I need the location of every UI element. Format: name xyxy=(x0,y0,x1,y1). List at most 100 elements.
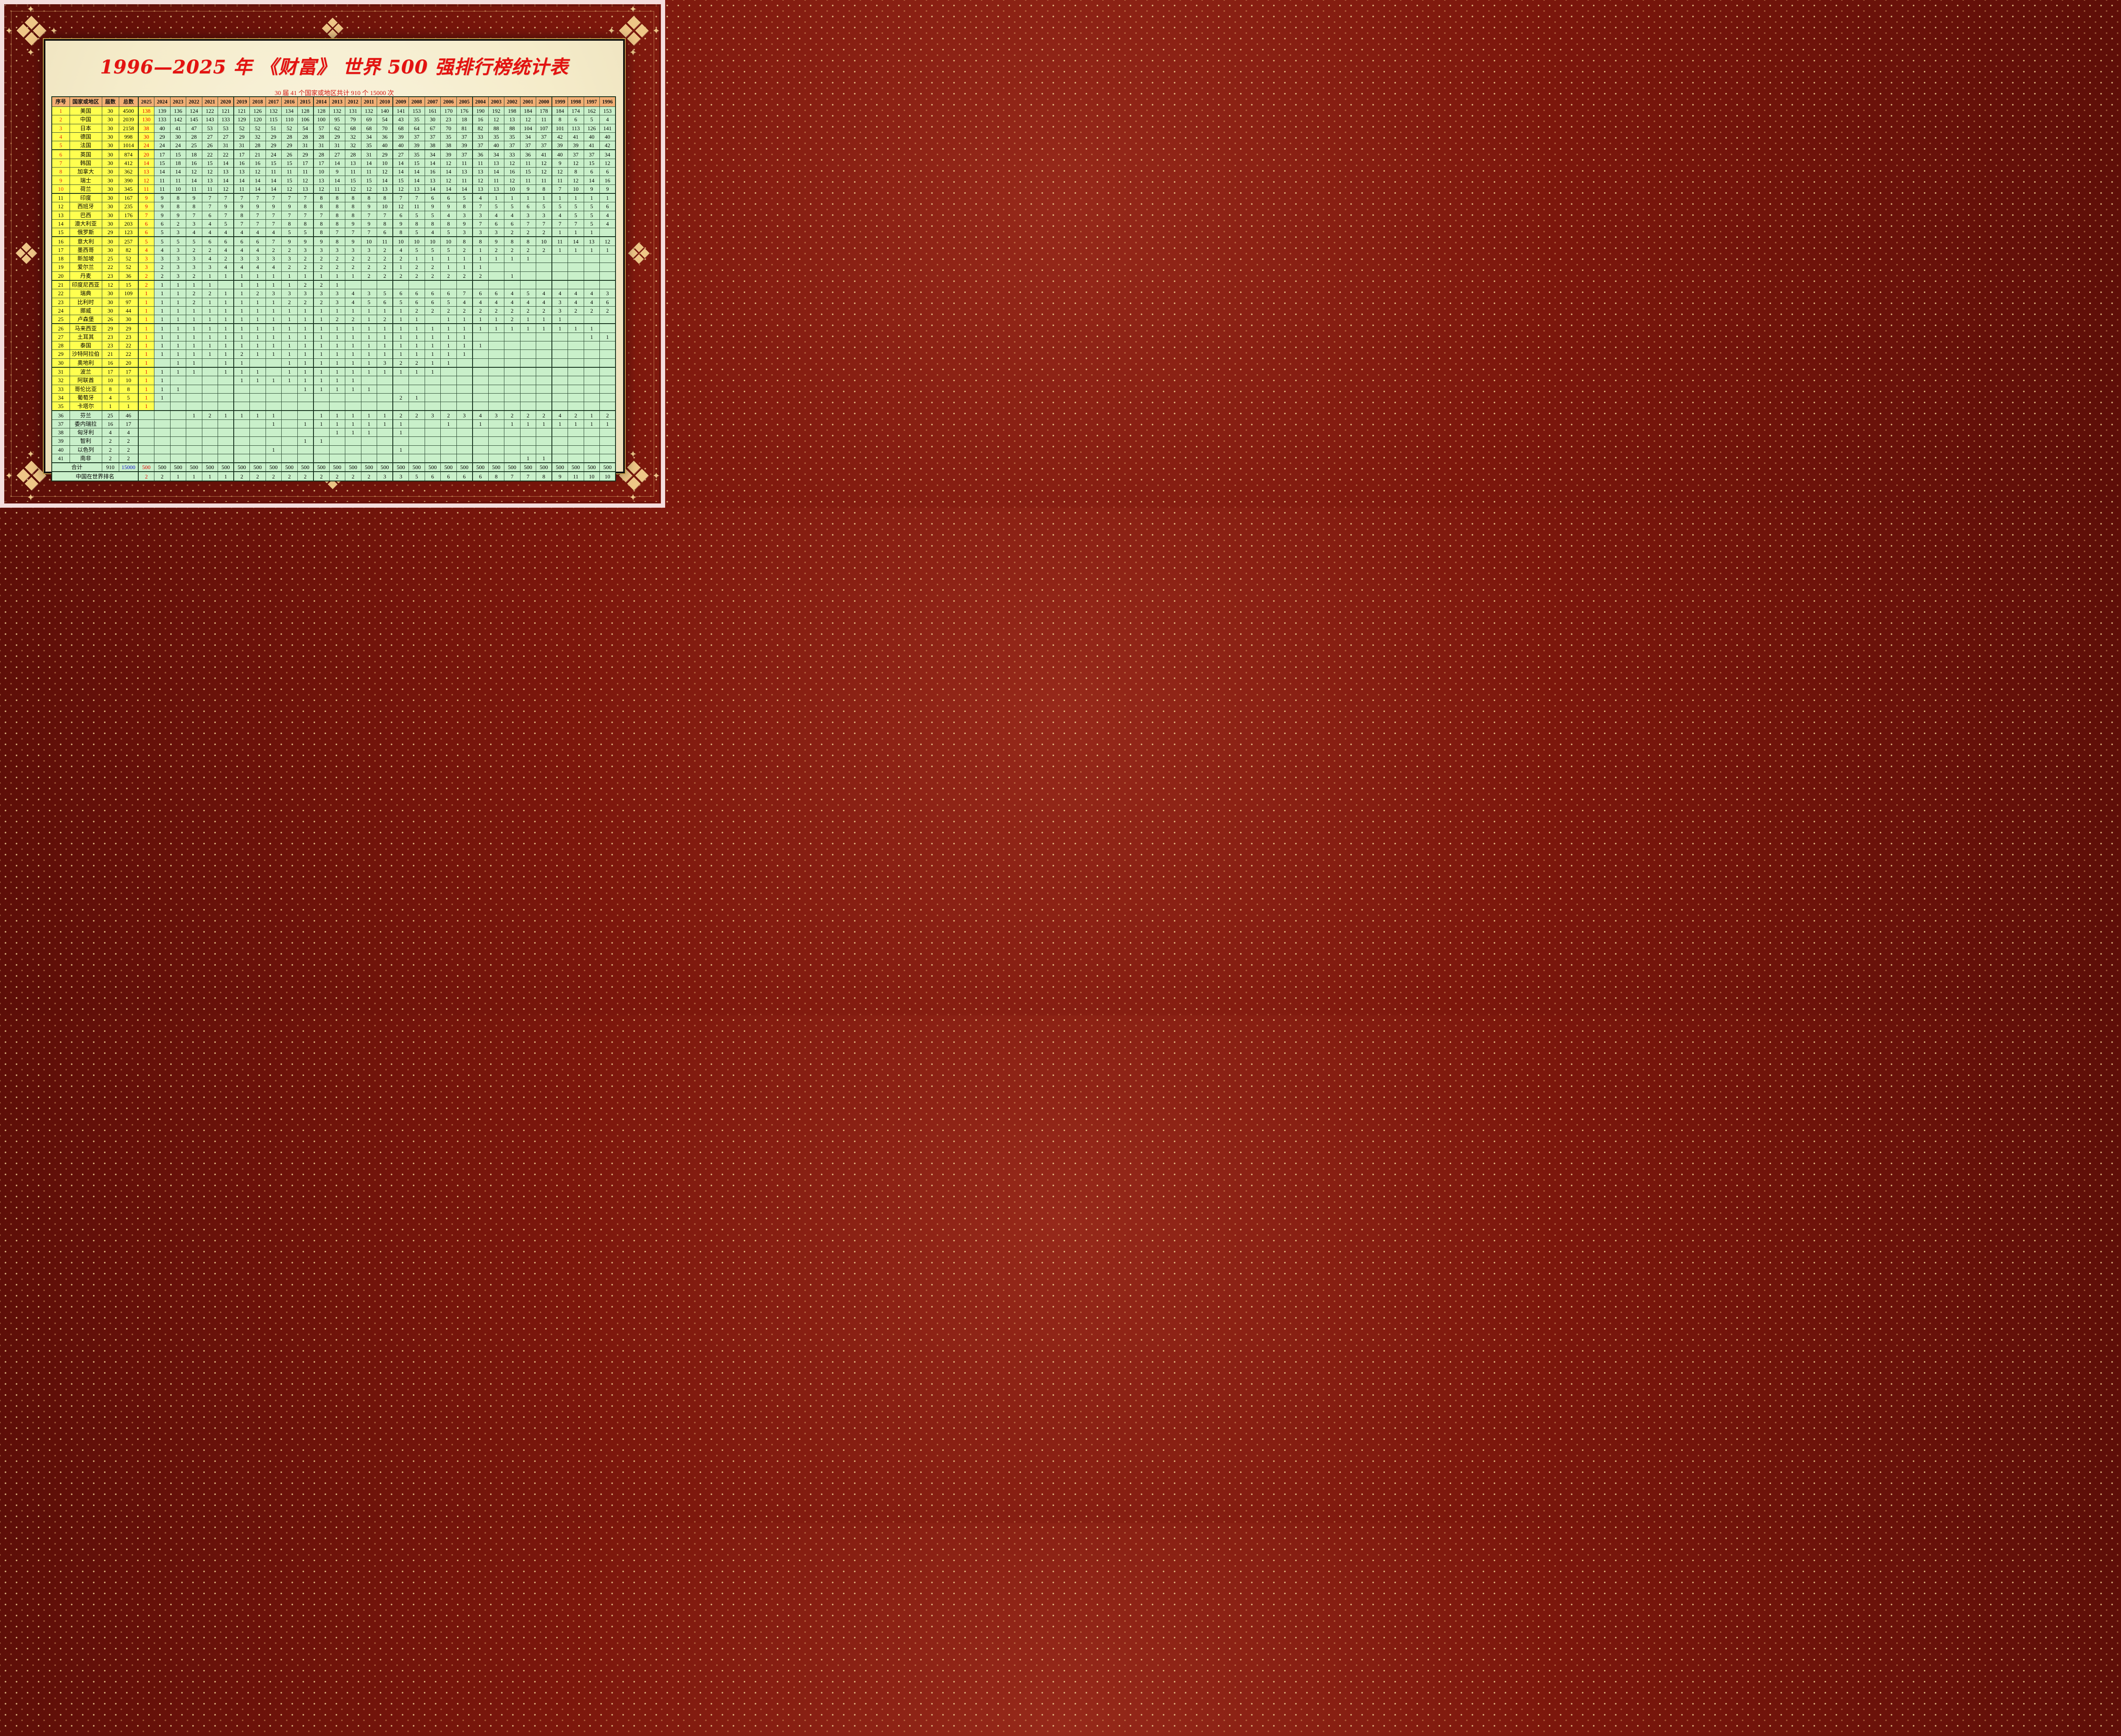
year-value-cell: 16 xyxy=(504,167,520,176)
year-value-cell: 31 xyxy=(233,141,250,151)
year-value-cell: 11 xyxy=(345,167,361,176)
year-value-cell xyxy=(361,445,377,454)
year-value-cell: 68 xyxy=(392,123,409,133)
year-value-cell xyxy=(440,445,457,454)
year-value-cell xyxy=(488,384,504,394)
year-value-cell: 1 xyxy=(218,410,234,420)
year-value-cell: 2 xyxy=(504,306,520,316)
sessions-cell: 16 xyxy=(101,419,119,428)
year-value-cell: 33 xyxy=(504,149,520,159)
year-value-cell xyxy=(472,349,489,359)
year-value-cell: 2 xyxy=(504,410,520,420)
year-value-cell xyxy=(424,384,441,394)
year-value-cell: 1 xyxy=(504,323,520,333)
year-value-cell: 2 xyxy=(265,245,282,255)
year-total-cell: 500 xyxy=(218,462,234,472)
year-value-cell: 5 xyxy=(170,236,186,246)
year-value-cell: 37 xyxy=(520,141,536,151)
year-value-cell xyxy=(201,419,218,428)
year-value-cell: 1 xyxy=(138,332,154,342)
china-rank-cell: 6 xyxy=(440,471,457,481)
year-value-cell: 82 xyxy=(472,123,489,133)
year-value-cell: 1 xyxy=(201,271,218,281)
year-value-cell: 1 xyxy=(138,402,154,411)
year-value-cell xyxy=(170,410,186,420)
china-rank-cell: 2 xyxy=(154,471,171,481)
year-value-cell xyxy=(520,332,536,342)
country-cell: 比利时 xyxy=(69,297,102,307)
year-value-cell xyxy=(599,349,616,359)
year-value-cell: 1 xyxy=(329,332,345,342)
year-value-cell: 7 xyxy=(249,210,266,220)
column-header-year: 2020 xyxy=(218,96,234,107)
sessions-cell: 30 xyxy=(101,123,119,133)
year-total-cell: 500 xyxy=(568,462,584,472)
year-value-cell xyxy=(154,428,171,437)
year-value-cell: 1 xyxy=(472,254,489,263)
country-cell: 芬兰 xyxy=(69,410,102,420)
year-value-cell: 6 xyxy=(392,210,409,220)
year-value-cell: 25 xyxy=(186,141,202,151)
year-value-cell xyxy=(472,367,489,377)
year-value-cell xyxy=(218,453,234,464)
year-total-cell: 500 xyxy=(313,462,330,472)
year-value-cell: 3 xyxy=(599,289,616,298)
year-value-cell xyxy=(536,332,552,342)
year-value-cell: 7 xyxy=(361,228,377,238)
year-value-cell xyxy=(504,332,520,342)
column-header-year: 2000 xyxy=(536,96,552,107)
year-value-cell: 2 xyxy=(297,297,314,307)
year-value-cell xyxy=(440,280,457,290)
year-value-cell: 1 xyxy=(154,384,171,394)
year-value-cell: 1 xyxy=(154,306,171,316)
china-rank-cell: 2 xyxy=(329,471,345,481)
year-value-cell: 81 xyxy=(456,123,473,133)
year-value-cell: 1 xyxy=(329,376,345,385)
year-value-cell: 1 xyxy=(583,410,600,420)
year-value-cell: 3 xyxy=(520,210,536,220)
year-value-cell: 4 xyxy=(218,228,234,238)
year-value-cell: 11 xyxy=(472,158,489,168)
year-value-cell: 1 xyxy=(329,271,345,281)
year-value-cell: 29 xyxy=(377,149,393,159)
year-total-cell: 500 xyxy=(472,462,489,472)
china-rank-cell: 2 xyxy=(138,471,154,481)
year-value-cell xyxy=(361,436,377,446)
year-value-cell: 2 xyxy=(233,349,250,359)
seq-cell: 41 xyxy=(51,453,70,464)
year-value-cell: 10 xyxy=(361,236,377,246)
year-value-cell: 120 xyxy=(249,115,266,124)
year-value-cell xyxy=(218,402,234,411)
year-value-cell: 2 xyxy=(249,289,266,298)
year-value-cell: 1 xyxy=(154,393,171,403)
year-value-cell: 8 xyxy=(409,219,425,229)
year-value-cell: 5 xyxy=(456,193,473,203)
seq-cell: 24 xyxy=(51,306,70,316)
year-value-cell xyxy=(536,384,552,394)
year-value-cell: 1 xyxy=(281,280,298,290)
year-value-cell xyxy=(472,358,489,368)
year-value-cell: 8 xyxy=(392,228,409,238)
year-value-cell: 8 xyxy=(551,115,568,124)
year-value-cell xyxy=(281,453,298,464)
year-value-cell: 3 xyxy=(154,254,171,263)
year-value-cell xyxy=(599,428,616,437)
seq-cell: 28 xyxy=(51,341,70,350)
year-value-cell: 1 xyxy=(138,349,154,359)
year-total-cell: 500 xyxy=(551,462,568,472)
total-cell: 52 xyxy=(118,263,139,272)
year-value-cell: 3 xyxy=(456,210,473,220)
year-value-cell: 1 xyxy=(201,349,218,359)
year-value-cell: 4 xyxy=(488,297,504,307)
year-value-cell: 1 xyxy=(265,445,282,454)
year-value-cell: 4 xyxy=(440,210,457,220)
year-value-cell: 170 xyxy=(440,106,457,116)
year-value-cell: 1 xyxy=(472,245,489,255)
year-value-cell: 1 xyxy=(377,349,393,359)
year-value-cell: 1 xyxy=(249,367,266,377)
year-value-cell: 7 xyxy=(281,193,298,203)
sessions-cell: 30 xyxy=(101,141,119,151)
year-value-cell: 4 xyxy=(154,245,171,255)
year-value-cell xyxy=(424,453,441,464)
year-value-cell xyxy=(456,445,473,454)
